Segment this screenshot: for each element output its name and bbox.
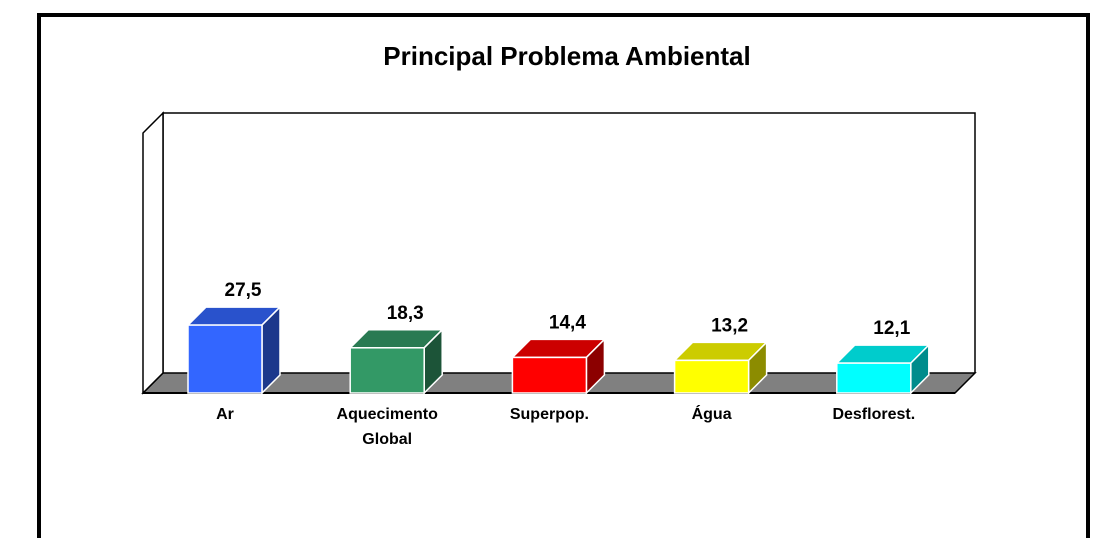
chart-title: Principal Problema Ambiental [383, 41, 750, 71]
x-tick-label: Superpop. [510, 406, 589, 423]
data-label: 13,2 [711, 315, 748, 336]
bar [187, 324, 263, 394]
data-label: 12,1 [873, 318, 910, 339]
x-tick-label: Ar [216, 406, 234, 423]
data-label: 18,3 [387, 303, 424, 324]
data-label: 27,5 [225, 280, 262, 301]
x-tick-label: Água [692, 404, 732, 423]
data-label: 14,4 [549, 312, 586, 333]
side-wall [142, 111, 164, 395]
bar [511, 356, 588, 394]
bar [349, 347, 425, 394]
x-tick-label: Desflorest. [832, 406, 915, 423]
bar [836, 362, 912, 394]
frame [37, 13, 1090, 538]
bar [673, 359, 750, 394]
x-tick-label: Aquecimento Global [337, 406, 439, 448]
back-wall [162, 112, 976, 373]
